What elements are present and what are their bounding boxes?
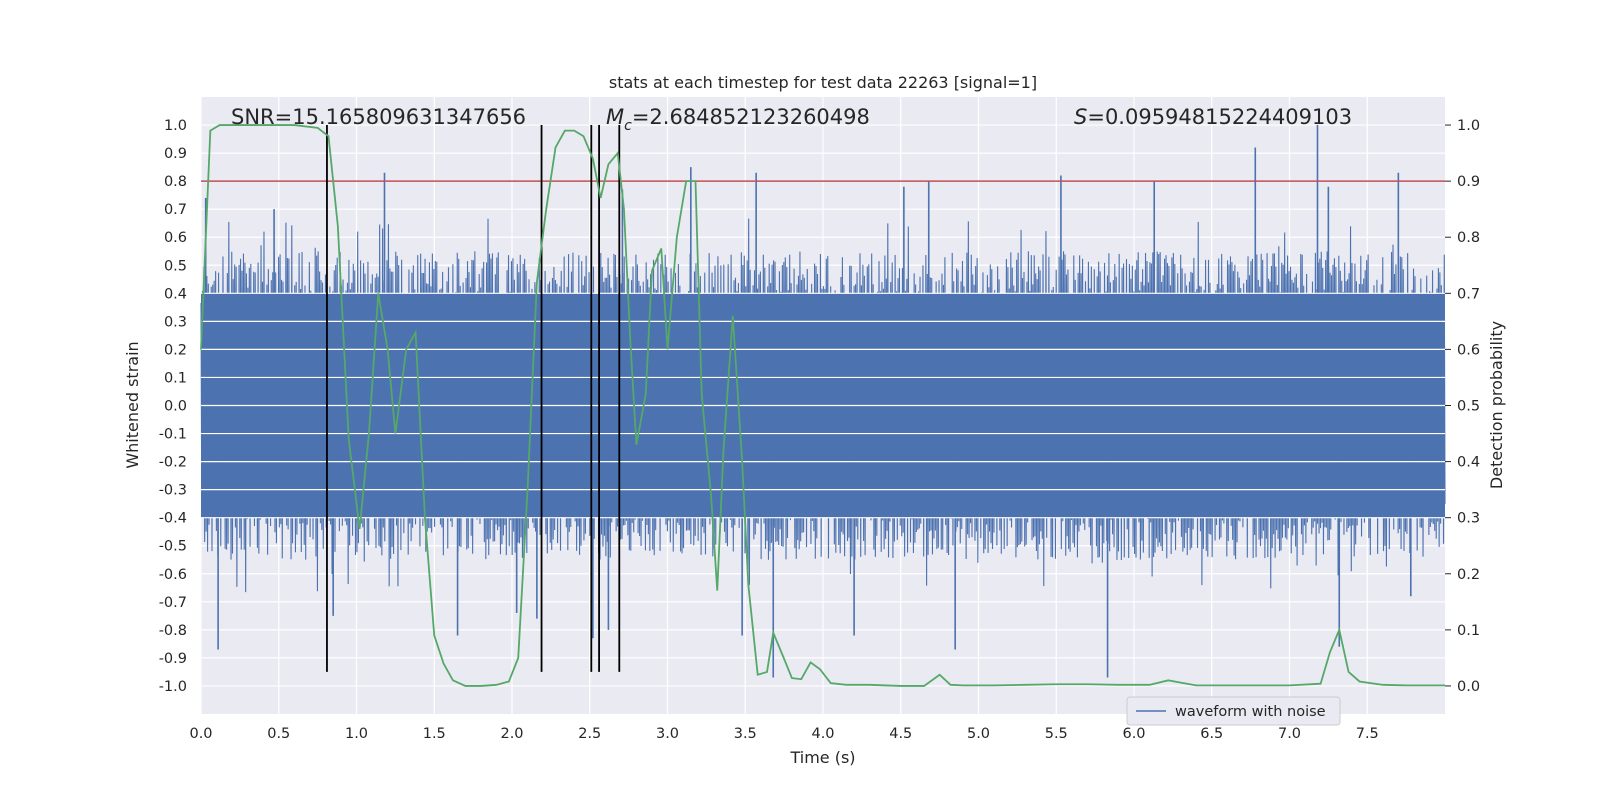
chirp-mass-symbol: M: [606, 105, 624, 129]
y-left-tick-label: -0.8: [159, 623, 187, 639]
detection-probability-line: [200, 124, 1445, 687]
x-tick-label: 5.0: [967, 726, 990, 742]
probability-series: [200, 124, 1445, 687]
x-tick-label: 6.0: [1122, 726, 1145, 742]
y-left-tick-label: 0.9: [164, 146, 187, 162]
y-left-tick-label: -0.5: [159, 539, 187, 555]
y-right-tick-label: 0.7: [1457, 286, 1480, 302]
y-right-tick-label: 0.0: [1457, 679, 1480, 695]
y-right-tick-label: 0.9: [1457, 174, 1480, 190]
x-tick-label: 6.5: [1200, 726, 1223, 742]
y-axis-right-label: Detection probability: [1487, 321, 1506, 489]
y-right-tick-label: 0.1: [1457, 623, 1480, 639]
y-left-tick-label: 0.3: [164, 314, 187, 330]
waveform-series: [200, 125, 1446, 678]
x-tick-label: 0.0: [189, 726, 212, 742]
y-left-tick-label: 0.5: [164, 258, 187, 274]
chirp-mass-value: =2.684852123260498: [632, 105, 870, 129]
x-tick-label: 7.0: [1278, 726, 1301, 742]
x-tick-label: 1.5: [423, 726, 446, 742]
x-tick-label: 7.5: [1356, 726, 1379, 742]
x-tick-label: 0.5: [267, 726, 290, 742]
x-tick-label: 4.5: [889, 726, 912, 742]
chart-title: stats at each timestep for test data 222…: [609, 73, 1037, 92]
x-tick-label: 4.0: [811, 726, 834, 742]
vertical-lines-layer: [326, 125, 621, 672]
y-left-tick-label: 0.6: [164, 230, 187, 246]
chirp-mass-subscript: c: [624, 118, 632, 134]
x-tick-label: 3.5: [734, 726, 757, 742]
y-left-tick-label: 0.7: [164, 202, 187, 218]
y-left-tick-label: -0.2: [159, 455, 187, 471]
y-left-tick-label: 0.8: [164, 174, 187, 190]
y-right-tick-label: 0.8: [1457, 230, 1480, 246]
x-tick-label: 1.0: [345, 726, 368, 742]
y-left-tick-label: -0.1: [159, 427, 187, 443]
x-axis-label: Time (s): [789, 748, 855, 767]
y-right-tick-label: 1.0: [1457, 118, 1480, 134]
x-tick-label: 2.5: [578, 726, 601, 742]
legend-label-waveform: waveform with noise: [1175, 704, 1326, 720]
y-left-tick-label: 0.1: [164, 370, 187, 386]
y-right-tick-label: 0.6: [1457, 342, 1480, 358]
x-tick-label: 2.0: [500, 726, 523, 742]
y-left-tick-label: 1.0: [164, 118, 187, 134]
y-right-tick-label: 0.4: [1457, 455, 1480, 471]
y-left-tick-label: -0.3: [159, 483, 187, 499]
y-axis-left-label: Whitened strain: [123, 341, 142, 468]
chirp-mass-annotation: Mc=2.684852123260498: [606, 105, 870, 134]
y-left-tick-label: -0.7: [159, 595, 187, 611]
y-left-tick-label: 0.4: [164, 286, 187, 302]
y-left-tick-label: -0.4: [159, 511, 187, 527]
x-tick-label: 3.0: [656, 726, 679, 742]
y-right-tick-label: 0.2: [1457, 567, 1480, 583]
y-left-tick-label: -0.6: [159, 567, 187, 583]
y-left-tick-label: -1.0: [159, 679, 187, 695]
tick-layer: 0.0 0.5 1.0 1.5 2.0 2.5 3.0 3.5 4.0 4.5 5.0 5.5 6.0 6…: [159, 118, 1480, 742]
y-right-tick-label: 0.3: [1457, 511, 1480, 527]
x-tick-label: 5.5: [1045, 726, 1068, 742]
y-left-tick-label: 0.2: [164, 342, 187, 358]
legend: waveform with noise: [1126, 696, 1341, 726]
snr-annotation: SNR=15.165809631347656: [231, 105, 526, 129]
s-symbol: S: [1074, 105, 1087, 129]
s-annotation: S=0.09594815224409103: [1074, 105, 1352, 129]
y-left-tick-label: 0.0: [164, 399, 187, 415]
s-value: =0.09594815224409103: [1087, 105, 1352, 129]
y-left-tick-label: -0.9: [159, 651, 187, 667]
y-right-tick-label: 0.5: [1457, 399, 1480, 415]
legend-box: [1126, 696, 1341, 726]
